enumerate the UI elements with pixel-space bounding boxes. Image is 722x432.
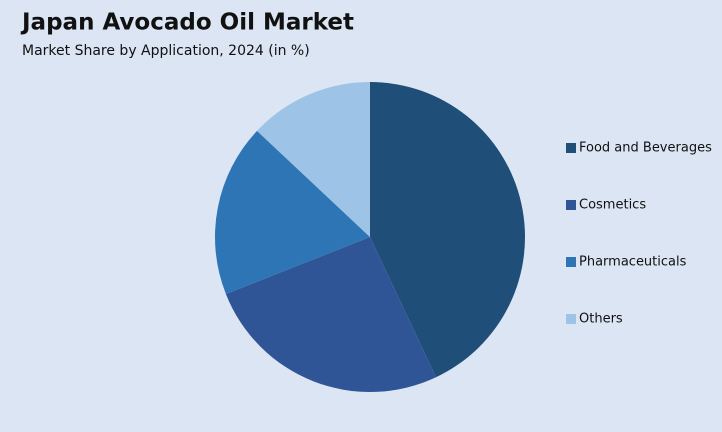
legend-swatch	[566, 257, 576, 267]
legend-label: Others	[579, 312, 623, 327]
legend-swatch	[566, 143, 576, 153]
chart-subtitle: Market Share by Application, 2024 (in %)	[22, 43, 310, 59]
pie-slice	[215, 130, 370, 295]
chart-title: Japan Avocado Oil Market	[20, 10, 354, 36]
pie-slice	[257, 82, 370, 237]
legend-label: Food and Beverages	[579, 141, 712, 156]
pie-slice	[370, 82, 525, 378]
legend-label: Cosmetics	[579, 198, 646, 213]
pie-slice	[225, 237, 436, 393]
legend-label: Pharmaceuticals	[579, 255, 687, 270]
legend-swatch	[566, 314, 576, 324]
legend-swatch	[566, 200, 576, 210]
